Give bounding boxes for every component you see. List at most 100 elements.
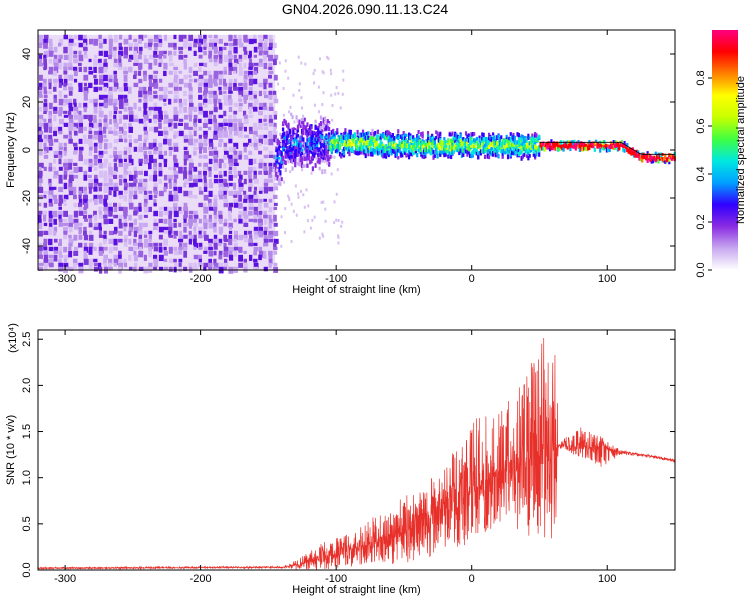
noise-cell (148, 54, 154, 60)
spectrogram-cell (403, 148, 407, 154)
spectrogram-cell (333, 139, 336, 143)
spectrogram-cell (603, 147, 606, 151)
noise-cell (123, 38, 129, 45)
spectrogram-cell (479, 149, 483, 155)
noise-cell (138, 146, 144, 153)
noise-cell (123, 150, 128, 156)
spectrogram-cell (317, 152, 320, 157)
spectrogram-cell (372, 137, 375, 142)
noise-cell (158, 106, 162, 114)
noise-cell (93, 106, 98, 114)
spectrogram-cell (525, 140, 529, 144)
noise-cell (148, 206, 153, 213)
noise-cell (118, 46, 123, 51)
noise-cell (208, 182, 214, 189)
noise-cell (223, 46, 227, 51)
noise-cell (128, 110, 134, 115)
noise-cell (148, 46, 152, 51)
noise-cell (148, 90, 153, 97)
spectrogram-cell (455, 135, 458, 140)
noise-cell (48, 218, 53, 223)
spectrogram-cell (668, 159, 671, 165)
spectrogram-cell (410, 152, 413, 157)
spectrogram-cell (408, 150, 411, 155)
noise-cell (158, 190, 164, 197)
spectrogram-cell (291, 159, 294, 165)
spectrogram-cell (307, 204, 310, 208)
y-tick-label: 1.0 (21, 470, 33, 485)
spectrogram-cell (458, 135, 461, 141)
noise-cell (193, 234, 197, 240)
noise-cell (43, 230, 49, 236)
noise-cell (158, 62, 162, 67)
noise-cell (173, 206, 178, 214)
noise-cell (88, 122, 94, 128)
spectrogram-cell (485, 140, 488, 145)
spectrogram-cell (280, 150, 283, 156)
noise-cell (253, 122, 258, 129)
spectrogram-cell (314, 119, 317, 124)
noise-cell (238, 174, 243, 181)
spectrogram-cell (425, 149, 428, 154)
spectrogram-cell (412, 135, 415, 140)
spectrogram-cell (279, 160, 282, 164)
spectrogram-cell (436, 144, 439, 148)
noise-cell (38, 246, 43, 252)
noise-cell (168, 218, 172, 226)
noise-cell (123, 138, 128, 143)
noise-cell (248, 78, 254, 86)
noise-cell (258, 250, 264, 258)
spectrogram-cell (361, 144, 365, 150)
noise-cell (78, 190, 83, 196)
noise-cell (123, 194, 128, 202)
noise-cell (233, 198, 239, 205)
noise-cell (73, 218, 79, 224)
spectrogram-cell (340, 224, 343, 228)
noise-cell (258, 38, 264, 45)
noise-cell (203, 86, 209, 94)
noise-cell (123, 258, 127, 265)
noise-cell (48, 198, 53, 203)
noise-cell (188, 210, 194, 215)
noise-cell (148, 238, 152, 242)
noise-cell (83, 190, 88, 198)
spectrogram-cell (523, 152, 526, 157)
spectrogram-cell (645, 156, 648, 161)
spectrogram-cell (439, 151, 442, 156)
spectrogram-cell (443, 140, 446, 146)
noise-cell (78, 186, 84, 194)
spectrogram-cell (315, 140, 319, 145)
noise-cell (93, 246, 97, 252)
noise-cell (123, 86, 129, 92)
noise-cell (113, 186, 119, 192)
spectrogram-cell (305, 188, 308, 192)
noise-cell (63, 210, 69, 217)
noise-cell (238, 194, 242, 202)
noise-cell (78, 114, 83, 122)
noise-cell (223, 202, 229, 208)
noise-cell (73, 98, 77, 105)
noise-cell (113, 106, 118, 111)
spectrogram-cell (349, 147, 352, 152)
noise-cell (93, 262, 99, 267)
spectrogram-cell (649, 157, 652, 163)
noise-cell (213, 178, 219, 184)
spectrogram-cell (669, 156, 672, 160)
spectrogram-cell (409, 152, 412, 156)
noise-cell (173, 106, 178, 114)
spectrogram-cell (297, 137, 300, 141)
spectrogram-cell (408, 154, 411, 160)
noise-cell (273, 230, 279, 237)
spectrogram-cell (597, 144, 600, 149)
noise-cell (198, 254, 202, 260)
spectrogram-cell (351, 148, 354, 153)
noise-cell (158, 146, 163, 151)
spectrogram-cell (276, 150, 279, 156)
noise-cell (178, 130, 184, 137)
noise-cell (143, 98, 148, 106)
spectrogram-cell (432, 144, 435, 149)
noise-cell (158, 246, 163, 253)
spectrogram-cell (481, 132, 484, 137)
noise-cell (243, 114, 248, 120)
noise-cell (38, 86, 43, 91)
